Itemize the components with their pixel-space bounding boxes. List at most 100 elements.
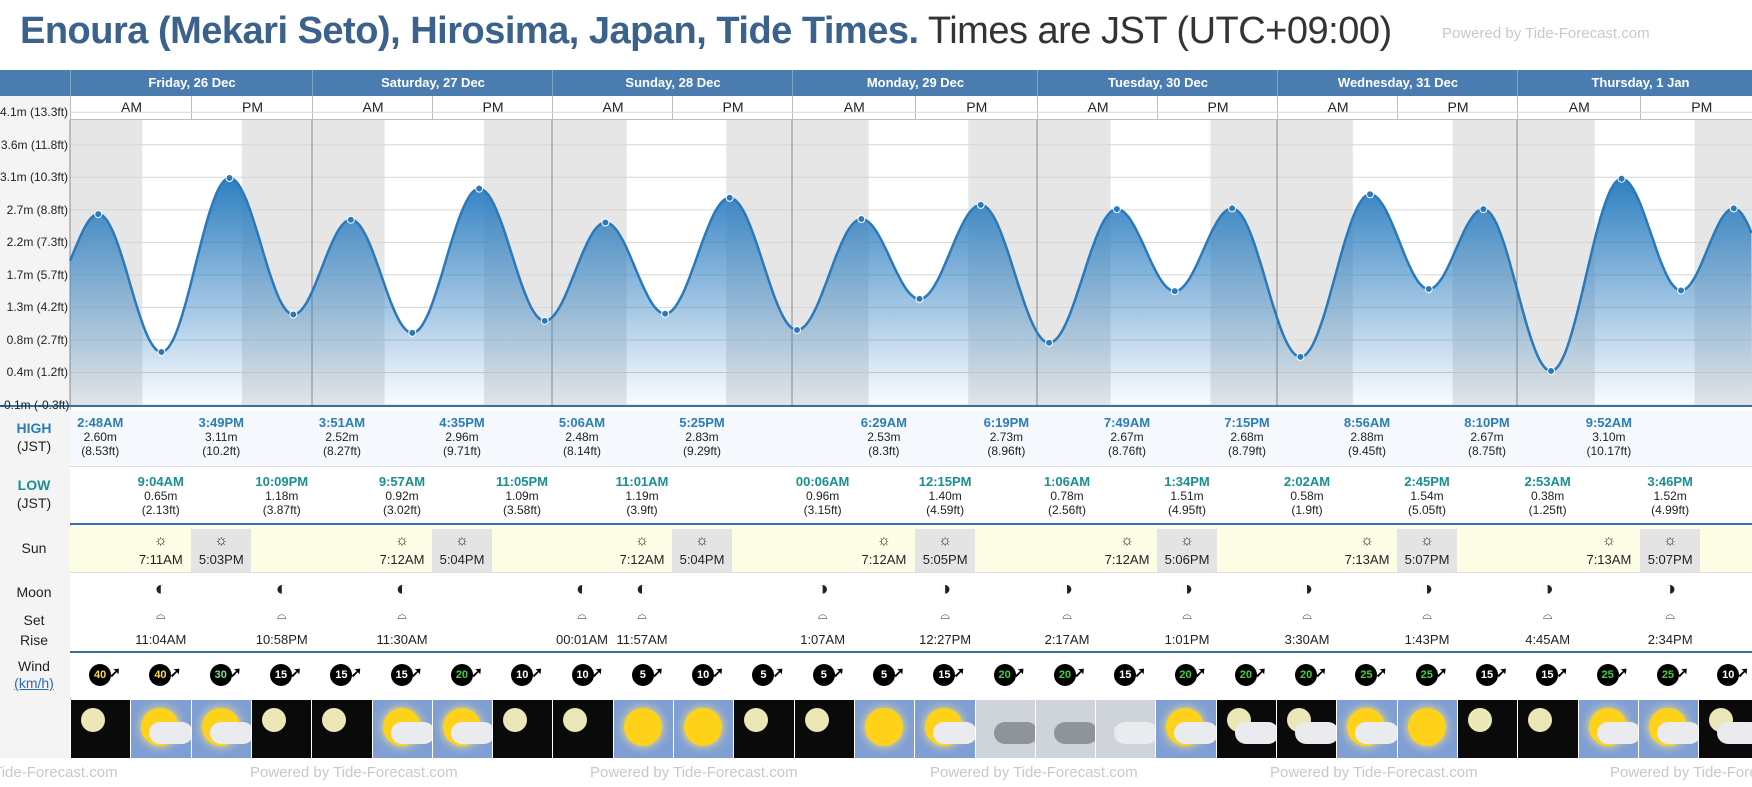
wind-speed-badge: 40 <box>89 664 112 686</box>
powered-by-footer[interactable]: Powered by Tide-Forecast.com <box>590 764 798 781</box>
sunset-icon: ☼ <box>1663 532 1677 549</box>
tide-height-m: 0.92m <box>385 489 419 503</box>
rain-cloud-icon <box>974 700 1036 758</box>
tide-height-ft: (5.05ft) <box>1407 503 1446 517</box>
half-moon-icon: ◐ <box>395 578 409 600</box>
tide-height-ft: (8.14ft) <box>562 444 601 458</box>
moon-clear-icon <box>552 700 614 758</box>
wind-speed-badge: 25 <box>1656 664 1679 686</box>
powered-by-footer[interactable]: Powered by Tide-Forecast.com <box>0 764 118 781</box>
tide-time: 3:51AM <box>318 415 366 430</box>
tide-height-ft: (9.45ft) <box>1347 444 1386 458</box>
cloud-shape <box>209 722 252 744</box>
moonset-icon: ⌓ <box>1422 608 1432 622</box>
wind-arrow-icon: ➚ <box>1194 664 1207 680</box>
powered-by-footer[interactable]: Powered by Tide-Forecast.com <box>1270 764 1478 781</box>
wind-arrow-icon: ➚ <box>169 664 182 680</box>
high-tide-cell: 2:48AM 2.60m (8.53ft) <box>70 416 130 459</box>
sun-icon <box>673 700 734 758</box>
cloud-shape <box>1596 722 1639 744</box>
sunrise-icon: ☼ <box>1602 532 1616 549</box>
pm-label: PM <box>1157 96 1278 120</box>
tide-point <box>793 326 802 335</box>
cloud-shape <box>933 722 976 744</box>
moon-time: 1:43PM <box>1404 632 1450 647</box>
moonset-icon: ⌓ <box>1665 608 1675 622</box>
sunrise-icon: ☼ <box>395 532 409 549</box>
tide-height-m: 2.53m <box>867 430 901 444</box>
moonset-icon: ⌓ <box>1062 608 1072 622</box>
moon-clear-icon <box>70 700 131 758</box>
crescent-moon-icon: ◑ <box>1180 578 1194 600</box>
moon-time: 2:17AM <box>1044 632 1090 647</box>
tide-height-m: 2.60m <box>83 430 117 444</box>
wind-speed-badge: 15 <box>270 664 293 686</box>
y-tick-label: 3.6m (11.8ft) <box>0 137 68 152</box>
tide-height-ft: (9.29ft) <box>682 444 721 458</box>
low-tide-cell: 2:53AM 0.38m (1.25ft) <box>1518 475 1578 518</box>
cloud-shape <box>1717 722 1752 744</box>
sun-disc <box>623 708 662 746</box>
tide-time: 6:29AM <box>860 415 907 430</box>
tide-point <box>1729 204 1738 213</box>
wind-arrow-icon: ➚ <box>1134 664 1146 680</box>
moonset-icon: ⌓ <box>277 608 287 622</box>
powered-by-footer[interactable]: Powered by Tide-Forecast.com <box>930 764 1138 781</box>
tide-time: 10:09PM <box>255 474 309 489</box>
y-tick-label: 2.2m (7.3ft) <box>6 235 68 250</box>
tide-height-ft: (8.76ft) <box>1107 444 1146 458</box>
high-tide-cell: 4:35PM 2.96m (9.71ft) <box>432 416 492 459</box>
low-tide-cell: 12:15PM 1.40m (4.59ft) <box>915 475 975 518</box>
cloud-shape <box>993 722 1036 744</box>
am-label: AM <box>1037 96 1158 120</box>
tide-time: 6:19PM <box>983 415 1030 430</box>
wind-speed-badge: 5 <box>752 664 775 686</box>
powered-by-footer[interactable]: Powered by Tide-Forecast.com <box>1610 764 1752 781</box>
powered-by-footer[interactable]: Powered by Tide-Forecast.com <box>250 764 458 781</box>
tide-height-m: 2.48m <box>565 430 599 444</box>
moonset-icon: ⌓ <box>577 608 587 622</box>
tide-height-m: 2.73m <box>989 430 1024 444</box>
tide-height-m: 2.67m <box>1470 430 1504 444</box>
sun-disc <box>684 708 722 746</box>
wind-arrow-icon: ➚ <box>410 664 423 680</box>
moon-disc <box>322 708 347 732</box>
wind-arrow-icon: ➚ <box>1616 664 1629 680</box>
wind-speed-badge: 15 <box>1114 664 1137 686</box>
sun-icon <box>612 700 674 758</box>
sunset-time: 5:07PM <box>1404 552 1450 567</box>
left-label-column <box>0 70 71 787</box>
wind-speed-badge: 20 <box>993 664 1016 686</box>
moon-clear-icon <box>1456 700 1518 758</box>
wind-arrow-icon: ➚ <box>1496 664 1508 680</box>
tide-height-ft: (1.25ft) <box>1528 503 1567 517</box>
am-label: AM <box>312 96 433 120</box>
wind-unit-link[interactable]: (km/h) <box>14 675 54 691</box>
am-label: AM <box>552 96 673 120</box>
crescent-moon-icon: ◑ <box>1060 578 1074 600</box>
high-tide-cell: 5:25PM 2.83m (9.29ft) <box>672 416 732 459</box>
moon-time: 11:57AM <box>616 632 668 647</box>
half-moon-icon: ◐ <box>575 578 589 600</box>
sun-cloud-icon <box>1637 700 1699 758</box>
wind-arrow-icon: ➚ <box>953 664 966 680</box>
wind-arrow-icon: ➚ <box>1737 664 1749 680</box>
tide-height-m: 0.65m <box>144 489 178 503</box>
low-tide-cell: 10:09PM 1.18m (3.87ft) <box>252 474 312 518</box>
tide-point <box>289 310 298 319</box>
moon-cloud-icon <box>1698 700 1752 758</box>
tide-height-ft: (3.87ft) <box>262 503 301 517</box>
tide-point <box>475 184 484 193</box>
moon-cloud-icon <box>1215 700 1277 758</box>
moon-time: 00:01AM <box>555 632 609 647</box>
tide-height-ft: (3.9ft) <box>626 503 658 517</box>
cloud-shape <box>1174 722 1217 744</box>
wind-speed-badge: 5 <box>631 664 654 686</box>
y-tick-label: 0.8m (2.7ft) <box>6 332 68 347</box>
cloud-shape <box>1295 722 1337 744</box>
powered-by-top[interactable]: Powered by Tide-Forecast.com <box>1442 25 1650 42</box>
moonset-icon: ⌓ <box>397 608 407 622</box>
low-tide-cell: 2:45PM 1.54m (5.05ft) <box>1397 475 1457 518</box>
sunset-icon: ☼ <box>695 532 709 549</box>
sunset-shade <box>1157 529 1217 572</box>
